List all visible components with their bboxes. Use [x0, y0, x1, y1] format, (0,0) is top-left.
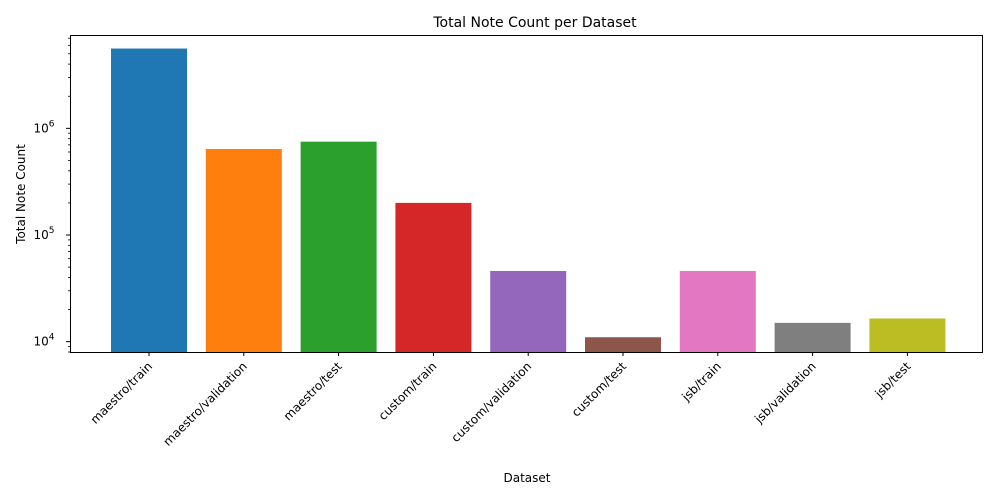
x-tick-label: jsb/validation — [751, 359, 818, 426]
bar-jsb-test — [869, 318, 946, 352]
x-axis-ticks: maestro/train maestro/validation maestro/t… — [88, 352, 914, 449]
x-tick-label: custom/validation — [449, 359, 535, 445]
x-tick-label: custom/test — [569, 359, 630, 420]
bar-custom-test — [585, 337, 661, 352]
bar-jsb-validation — [774, 322, 851, 352]
x-tick-label: maestro/validation — [160, 359, 249, 448]
bars-group — [111, 48, 946, 352]
bar-maestro-validation — [205, 149, 282, 352]
x-tick-label: jsb/train — [679, 359, 724, 404]
x-tick-label: jsb/test — [872, 359, 914, 401]
plot-frame — [70, 35, 983, 353]
y-tick-label: 104 — [33, 333, 54, 349]
x-tick-label: maestro/test — [281, 359, 345, 423]
y-axis-ticks: 104 105 106 — [33, 37, 70, 353]
bar-custom-validation — [490, 270, 567, 352]
bar-jsb-train — [679, 270, 756, 352]
y-axis-label: Total Note Count — [14, 144, 28, 245]
bar-maestro-train — [111, 48, 187, 352]
bar-custom-train — [395, 202, 472, 352]
bar-maestro-test — [300, 141, 377, 352]
x-tick-label: custom/train — [376, 359, 440, 423]
chart-title: Total Note Count per Dataset — [432, 15, 637, 31]
x-axis-label: Dataset — [504, 471, 551, 485]
y-tick-label: 106 — [33, 119, 54, 135]
x-tick-label: maestro/train — [88, 359, 155, 426]
y-tick-label: 105 — [33, 226, 54, 242]
